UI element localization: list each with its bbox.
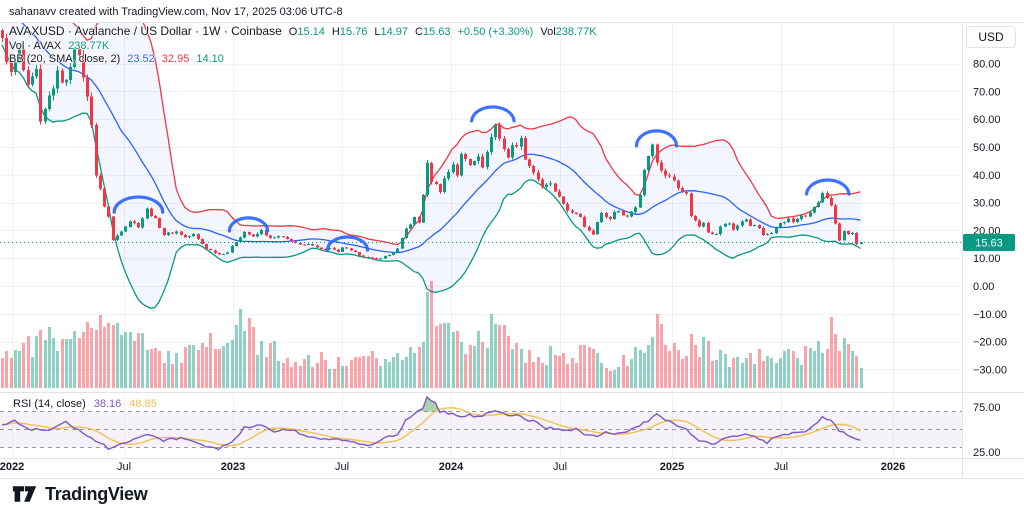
rsi-line (1, 395, 861, 451)
svg-text:Jul: Jul (117, 461, 131, 473)
svg-text:60.00: 60.00 (973, 114, 1001, 126)
arc-annotation (227, 216, 270, 233)
arc-annotation (112, 195, 165, 214)
bb-legend-row[interactable]: BB (20, SMA, close, 2) 23.52 32.95 14.10 (9, 53, 597, 67)
annotation-arcs[interactable] (112, 105, 851, 252)
bb-lower-value: 14.10 (196, 53, 224, 65)
arc-annotation (470, 105, 516, 123)
price-change: +0.50 (+3.30%) (457, 26, 534, 38)
volume-indicator-value: 238.77K (68, 39, 110, 52)
arc-annotation (804, 178, 851, 196)
attribution-text: sahanavv created with TradingView.com, N… (9, 6, 343, 18)
rsi-overbought-fill (2, 397, 861, 412)
bb-basis-line (21, 23, 861, 254)
svg-text:2023: 2023 (221, 461, 245, 473)
bb-basis-value: 23.52 (127, 53, 155, 65)
svg-text:Jul: Jul (553, 461, 567, 473)
tradingview-logo-icon (12, 486, 37, 502)
ohlc-volume: Vol 238.77K (540, 26, 597, 38)
volume-indicator-title: Vol · AVAX (9, 39, 62, 52)
svg-text:75.00: 75.00 (973, 402, 1001, 414)
svg-text:70.00: 70.00 (973, 86, 1001, 98)
svg-text:−10.00: −10.00 (973, 309, 1007, 321)
symbol-title: AVAXUSD · Avalanche / US Dollar · 1W · C… (9, 24, 282, 38)
svg-text:2024: 2024 (439, 461, 464, 473)
tradingview-logo[interactable]: TradingView (12, 483, 148, 505)
svg-text:2025: 2025 (660, 461, 684, 473)
bollinger-bands (1, 23, 861, 310)
arc-annotation (634, 129, 679, 148)
legend-panel: AVAXUSD · Avalanche / US Dollar · 1W · C… (9, 24, 597, 67)
time-axis[interactable] (0, 459, 962, 478)
rsi-legend-row[interactable]: RSI (14, close) 38.16 48.85 (13, 398, 157, 410)
arc-annotation (325, 235, 370, 252)
rsi-value: 38.16 (93, 398, 122, 410)
volume-series (1, 281, 863, 388)
ohlc-close: C 15.63 (415, 26, 451, 38)
svg-text:Jul: Jul (774, 461, 788, 473)
pane-dividers (0, 22, 1024, 479)
svg-text:30.00: 30.00 (973, 198, 1001, 210)
rsi-indicator-title: RSI (14, close) (13, 398, 86, 410)
price-pane[interactable] (0, 23, 962, 391)
ohlc-low: L 14.97 (374, 26, 409, 38)
bb-lower-line (1, 44, 861, 310)
time-axis-labels: 2022 Jul 2023 Jul 2024 Jul 2025 Jul 2026 (0, 461, 905, 473)
svg-text:80.00: 80.00 (973, 59, 1001, 71)
price-axis[interactable] (962, 22, 1024, 458)
svg-text:10.00: 10.00 (973, 253, 1001, 265)
tradingview-logo-text: TradingView (45, 483, 148, 504)
svg-text:2026: 2026 (881, 461, 905, 473)
last-price-badge: 15.63 (963, 234, 1015, 251)
price-axis-labels: 80.0070.0060.0050.0040.0030.0020.0010.00… (973, 59, 1007, 459)
svg-text:−30.00: −30.00 (973, 364, 1007, 376)
svg-text:2022: 2022 (0, 461, 24, 473)
bb-upper-value: 32.95 (161, 53, 190, 65)
volume-legend-row[interactable]: Vol · AVAX 238.77K (9, 40, 597, 54)
svg-text:40.00: 40.00 (973, 170, 1001, 182)
svg-text:15.63: 15.63 (975, 238, 1003, 250)
candlestick-series (1, 28, 863, 260)
svg-text:−20.00: −20.00 (973, 337, 1007, 349)
svg-text:0.00: 0.00 (973, 281, 994, 293)
currency-toggle-button[interactable]: USD (966, 26, 1016, 48)
ohlc-open: O 15.14 (288, 26, 325, 38)
svg-text:Jul: Jul (335, 461, 349, 473)
svg-text:25.00: 25.00 (973, 447, 1001, 459)
ohlc-high: H 15.76 (331, 26, 368, 38)
rsi-indicator (0, 395, 962, 451)
bb-indicator-title: BB (20, SMA, close, 2) (9, 53, 121, 65)
rsi-ma-line (1, 407, 861, 447)
svg-text:50.00: 50.00 (973, 142, 1001, 154)
symbol-legend-row[interactable]: AVAXUSD · Avalanche / US Dollar · 1W · C… (9, 24, 597, 40)
bb-fill (2, 23, 861, 309)
rsi-ma-value: 48.85 (129, 398, 157, 410)
